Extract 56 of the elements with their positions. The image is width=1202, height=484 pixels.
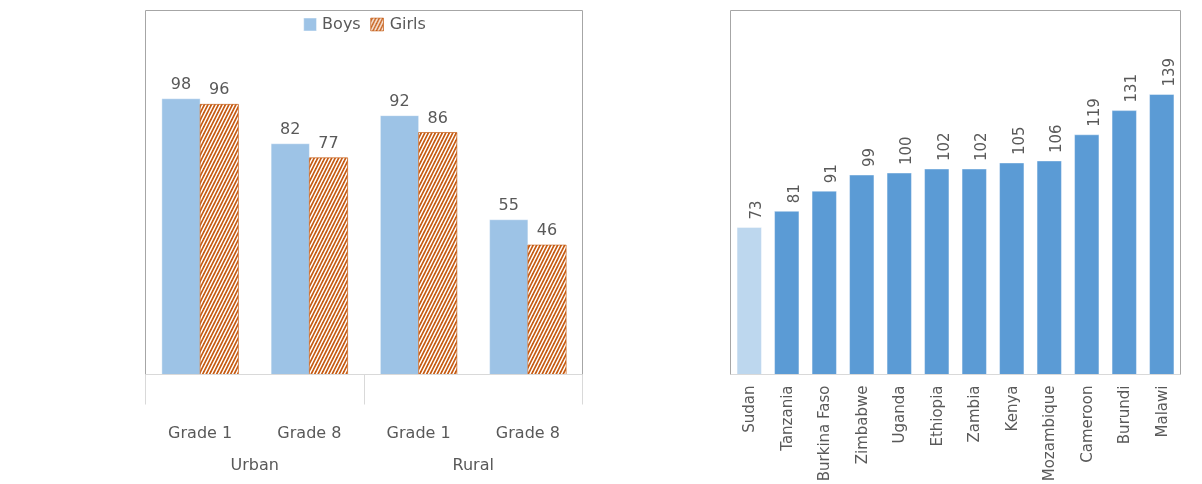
- bar: [736, 226, 762, 375]
- bar: [1074, 134, 1100, 375]
- data-label: 96: [209, 79, 230, 99]
- data-label: 92: [389, 90, 410, 110]
- data-label: 46: [536, 220, 558, 240]
- x-tick-label: Grade 8: [495, 422, 560, 442]
- data-label: 91: [822, 164, 841, 184]
- data-label: 77: [318, 132, 339, 152]
- bar: [1149, 94, 1175, 375]
- x-tick-label: Ethiopia: [927, 385, 946, 447]
- legend-label: Girls: [389, 14, 426, 33]
- data-label: 119: [1084, 98, 1103, 127]
- bar: [1036, 160, 1062, 375]
- bar: [161, 98, 201, 375]
- x-tick-label: Kenya: [1002, 385, 1021, 432]
- data-label: 139: [1159, 57, 1178, 87]
- text: Rural: [452, 454, 494, 474]
- bar: [849, 174, 875, 375]
- data-label: 81: [784, 184, 803, 204]
- bar: [886, 172, 912, 375]
- x-tick-label: Malawi: [1152, 385, 1171, 438]
- bar: [1111, 110, 1137, 375]
- data-label: 100: [897, 136, 916, 166]
- bar: [270, 143, 310, 375]
- data-label: 55: [498, 194, 519, 214]
- legend-label: Boys: [322, 14, 361, 33]
- data-label: 102: [934, 132, 953, 162]
- bar: [961, 168, 987, 375]
- text: Urban: [230, 454, 279, 474]
- data-label: 105: [1009, 126, 1028, 155]
- x-tick-label: Sudan: [740, 385, 759, 433]
- data-label: 99: [859, 147, 878, 168]
- x-tick-label: Zambia: [965, 385, 984, 443]
- x-tick-label: Cameroon: [1077, 385, 1096, 463]
- x-tick-label: Tanzania: [777, 385, 796, 452]
- data-label: 86: [427, 107, 448, 127]
- data-label: 98: [170, 73, 192, 93]
- x-tick-label: Mozambique: [1040, 385, 1059, 482]
- bar: [774, 210, 800, 375]
- bar: [489, 219, 529, 375]
- x-tick-label: Grade 1: [168, 422, 233, 442]
- bar: [924, 168, 950, 375]
- data-label: 131: [1122, 73, 1141, 103]
- x-tick-label: Burundi: [1115, 385, 1134, 445]
- bar: [379, 115, 420, 375]
- data-label: 73: [747, 200, 766, 220]
- x-tick-label: Grade 1: [386, 422, 451, 442]
- data-label: 106: [1047, 124, 1066, 153]
- x-tick-label: Grade 8: [277, 422, 342, 442]
- x-tick-label: Burkina Faso: [815, 385, 834, 482]
- bar: [811, 190, 837, 375]
- data-label: 82: [280, 118, 301, 138]
- data-label: 102: [972, 132, 991, 162]
- x-tick-label: Zimbabwe: [852, 385, 871, 465]
- bar: [999, 162, 1025, 375]
- x-tick-label: Uganda: [890, 385, 909, 444]
